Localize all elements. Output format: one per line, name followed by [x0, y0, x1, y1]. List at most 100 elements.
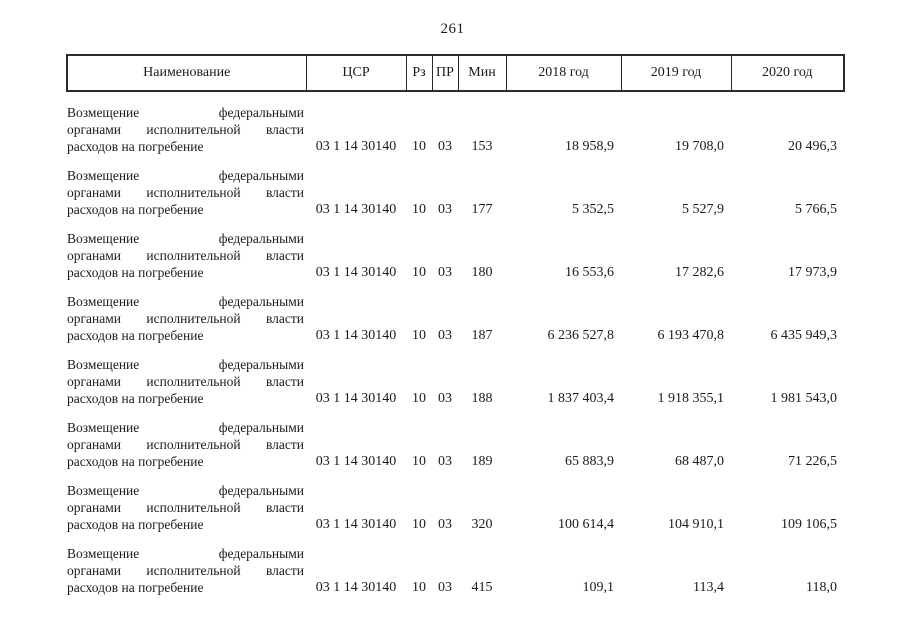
amount-2020-cell: 1 981 543,0 — [770, 391, 838, 406]
pr-cell: 03 — [438, 454, 452, 469]
name-line: расходов на погребение — [67, 328, 204, 343]
name-line: органами исполнительной власти — [67, 374, 304, 389]
amount-2019-cell: 1 918 355,1 — [657, 391, 725, 406]
amount-2020-cell: 109 106,5 — [781, 517, 837, 532]
rz-cell: 10 — [412, 202, 426, 217]
amount-2018-cell: 65 883,9 — [565, 454, 614, 469]
amount-2019-cell: 6 193 470,8 — [657, 328, 725, 343]
rz-cell: 10 — [412, 580, 426, 595]
name-line: органами исполнительной власти — [67, 563, 304, 578]
min-cell: 180 — [471, 265, 493, 280]
pr-cell: 03 — [438, 139, 452, 154]
pr-cell: 03 — [438, 265, 452, 280]
table-row: Возмещение федеральными органами исполни… — [67, 344, 844, 407]
name-cell: Возмещение федеральными органами исполни… — [67, 407, 306, 470]
name-line: расходов на погребение — [67, 139, 204, 154]
name-line: Возмещение федеральными — [67, 483, 304, 498]
amount-2019-cell: 68 487,0 — [675, 454, 724, 469]
pr-cell: 03 — [438, 517, 452, 532]
page-number: 261 — [440, 21, 465, 37]
header-cell-2019: 2019 год — [620, 54, 732, 92]
amount-2020-cell: 71 226,5 — [788, 454, 837, 469]
amount-2019-cell: 113,4 — [693, 580, 724, 595]
name-line: органами исполнительной власти — [67, 500, 304, 515]
header-cell-name: Наименование — [66, 54, 307, 92]
table-row: Возмещение федеральными органами исполни… — [67, 533, 844, 596]
min-cell: 320 — [471, 517, 493, 532]
pr-cell: 03 — [438, 202, 452, 217]
rz-cell: 10 — [412, 265, 426, 280]
table-row: Возмещение федеральными органами исполни… — [67, 155, 844, 218]
name-line: расходов на погребение — [67, 265, 204, 280]
pr-cell: 03 — [438, 391, 452, 406]
min-cell: 188 — [471, 391, 493, 406]
table-row: Возмещение федеральными органами исполни… — [67, 470, 844, 533]
min-cell: 189 — [471, 454, 493, 469]
csr-cell: 03 1 14 30140 — [315, 454, 397, 469]
amount-2019-cell: 5 527,9 — [682, 202, 724, 217]
name-line: расходов на погребение — [67, 202, 204, 217]
header-cell-2020: 2020 год — [730, 54, 845, 92]
name-cell: Возмещение федеральными органами исполни… — [67, 155, 306, 218]
amount-2018-cell: 16 553,6 — [565, 265, 614, 280]
csr-cell: 03 1 14 30140 — [315, 580, 397, 595]
header-cell-2018: 2018 год — [505, 54, 622, 92]
table-header-row: Наименование ЦСР Рз ПР Мин 2018 год 2019… — [66, 54, 845, 92]
csr-cell: 03 1 14 30140 — [315, 391, 397, 406]
table-row: Возмещение федеральными органами исполни… — [67, 91, 844, 155]
csr-cell: 03 1 14 30140 — [315, 139, 397, 154]
csr-cell: 03 1 14 30140 — [315, 328, 397, 343]
amount-2020-cell: 118,0 — [806, 580, 837, 595]
name-line: Возмещение федеральными — [67, 420, 304, 435]
min-cell: 187 — [471, 328, 493, 343]
name-line: расходов на погребение — [67, 517, 204, 532]
amount-2020-cell: 20 496,3 — [788, 139, 837, 154]
name-cell: Возмещение федеральными органами исполни… — [67, 533, 306, 596]
amount-2020-cell: 5 766,5 — [795, 202, 837, 217]
csr-cell: 03 1 14 30140 — [315, 517, 397, 532]
amount-2018-cell: 6 236 527,8 — [547, 328, 615, 343]
name-cell: Возмещение федеральными органами исполни… — [67, 91, 306, 155]
rz-cell: 10 — [412, 454, 426, 469]
name-line: Возмещение федеральными — [67, 231, 304, 246]
amount-2020-cell: 17 973,9 — [788, 265, 837, 280]
header-cell-csr: ЦСР — [305, 54, 407, 92]
table-row: Возмещение федеральными органами исполни… — [67, 218, 844, 281]
amount-2018-cell: 5 352,5 — [572, 202, 614, 217]
amount-2018-cell: 1 837 403,4 — [547, 391, 615, 406]
amount-2019-cell: 17 282,6 — [675, 265, 724, 280]
amount-2018-cell: 100 614,4 — [558, 517, 614, 532]
name-line: Возмещение федеральными — [67, 294, 304, 309]
pr-cell: 03 — [438, 580, 452, 595]
name-cell: Возмещение федеральными органами исполни… — [67, 344, 306, 407]
amount-2018-cell: 18 958,9 — [565, 139, 614, 154]
name-cell: Возмещение федеральными органами исполни… — [67, 218, 306, 281]
name-line: органами исполнительной власти — [67, 185, 304, 200]
pr-cell: 03 — [438, 328, 452, 343]
name-line: расходов на погребение — [67, 391, 204, 406]
table-row: Возмещение федеральными органами исполни… — [67, 281, 844, 344]
header-cell-min: Мин — [457, 54, 507, 92]
name-line: органами исполнительной власти — [67, 437, 304, 452]
name-line: Возмещение федеральными — [67, 546, 304, 561]
csr-cell: 03 1 14 30140 — [315, 202, 397, 217]
min-cell: 177 — [471, 202, 493, 217]
name-cell: Возмещение федеральными органами исполни… — [67, 281, 306, 344]
name-line: органами исполнительной власти — [67, 248, 304, 263]
amount-2019-cell: 104 910,1 — [668, 517, 724, 532]
amount-2019-cell: 19 708,0 — [675, 139, 724, 154]
name-line: органами исполнительной власти — [67, 311, 304, 326]
min-cell: 153 — [471, 139, 493, 154]
name-line: Возмещение федеральными — [67, 357, 304, 372]
table-row: Возмещение федеральными органами исполни… — [67, 407, 844, 470]
min-cell: 415 — [471, 580, 493, 595]
header-cell-rz: Рз — [405, 54, 433, 92]
rz-cell: 10 — [412, 328, 426, 343]
header-cell-pr: ПР — [431, 54, 459, 92]
name-line: расходов на погребение — [67, 454, 204, 469]
rz-cell: 10 — [412, 391, 426, 406]
rz-cell: 10 — [412, 139, 426, 154]
name-line: органами исполнительной власти — [67, 122, 304, 137]
budget-table: Наименование ЦСР Рз ПР Мин 2018 год 2019… — [66, 54, 845, 596]
